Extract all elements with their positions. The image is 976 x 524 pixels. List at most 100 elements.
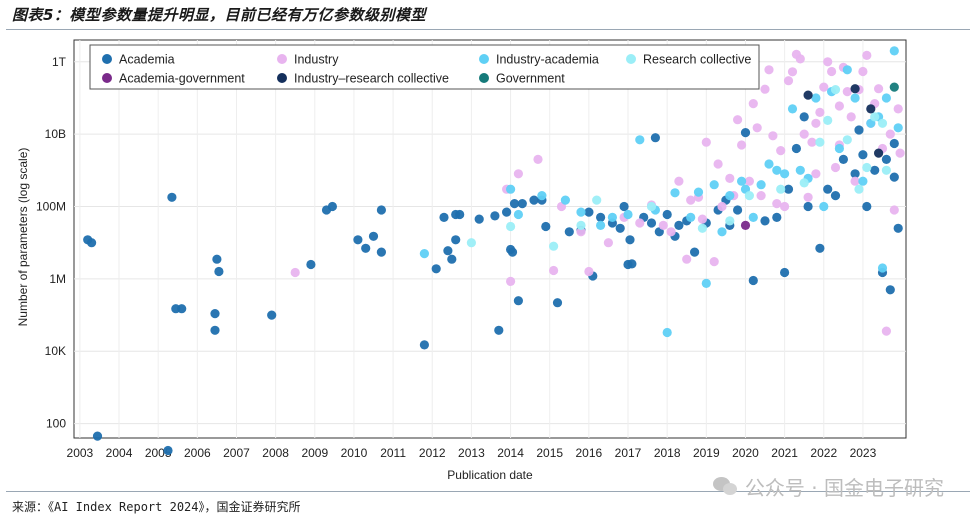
data-point	[541, 221, 551, 232]
data-point	[212, 254, 222, 264]
data-point	[177, 304, 187, 314]
data-point	[834, 143, 845, 154]
data-point	[881, 154, 892, 164]
legend-swatch	[479, 73, 489, 83]
data-point	[877, 263, 888, 273]
data-point	[803, 90, 813, 100]
data-point	[740, 128, 751, 138]
data-point	[646, 201, 657, 212]
data-point	[768, 131, 778, 141]
x-tick-label: 2003	[67, 446, 94, 460]
legend-entry: Government	[496, 72, 565, 86]
data-point	[838, 154, 849, 164]
data-point	[506, 276, 516, 286]
data-point	[834, 101, 845, 111]
data-point	[764, 159, 774, 169]
data-point	[842, 65, 852, 75]
data-point	[658, 220, 668, 230]
data-point	[92, 431, 103, 441]
data-point	[866, 104, 876, 114]
data-point	[419, 249, 429, 259]
data-point	[780, 201, 790, 212]
data-point	[870, 112, 880, 122]
data-point	[549, 265, 559, 276]
data-point	[506, 184, 516, 194]
plot-frame	[73, 39, 907, 439]
x-tick-label: 2014	[497, 446, 524, 460]
data-point	[803, 192, 813, 202]
data-point	[443, 246, 453, 256]
data-point	[376, 205, 386, 215]
data-point	[827, 66, 837, 77]
data-point	[686, 195, 696, 205]
data-point	[635, 218, 645, 228]
data-point	[717, 201, 727, 212]
data-point	[893, 123, 903, 133]
data-point	[210, 325, 220, 335]
legend-entry: Academia	[119, 53, 175, 67]
data-point	[764, 65, 774, 75]
data-point	[290, 267, 300, 278]
data-point	[306, 259, 316, 270]
data-point	[686, 212, 696, 222]
data-point	[596, 220, 606, 230]
data-point	[451, 235, 461, 245]
x-tick-label: 2019	[693, 446, 720, 460]
data-point	[517, 199, 527, 209]
data-point	[850, 84, 860, 94]
data-point	[889, 205, 899, 215]
data-point	[842, 135, 852, 145]
x-tick-label: 2007	[223, 446, 250, 460]
data-point	[783, 184, 794, 194]
data-point	[850, 176, 860, 186]
series-industry-academia	[419, 46, 903, 338]
data-point	[376, 247, 386, 257]
data-point	[811, 93, 821, 103]
x-tick-label: 2022	[810, 446, 837, 460]
data-point	[709, 180, 719, 190]
x-tick-label: 2017	[615, 446, 642, 460]
data-point	[564, 227, 574, 237]
data-point	[854, 125, 864, 135]
data-point	[474, 214, 484, 224]
data-point	[862, 50, 872, 61]
data-point	[823, 57, 833, 67]
data-point	[791, 143, 802, 154]
figure-title: 图表5：模型参数量提升明显，目前已经有万亿参数级别模型	[12, 6, 426, 24]
data-point	[576, 220, 586, 230]
data-point	[803, 201, 813, 212]
data-point	[419, 340, 429, 350]
data-point	[549, 241, 559, 251]
data-point	[674, 220, 684, 230]
data-point	[772, 165, 782, 175]
x-axis-label: Publication date	[447, 468, 533, 482]
data-point	[662, 327, 672, 338]
data-point	[893, 223, 903, 233]
data-point	[862, 201, 872, 212]
data-point	[811, 118, 821, 128]
data-point	[850, 169, 860, 179]
series-government	[889, 82, 899, 92]
data-point	[623, 209, 633, 220]
data-point	[885, 129, 895, 139]
data-point	[772, 199, 782, 209]
x-tick-label: 2015	[536, 446, 563, 460]
data-point	[858, 176, 868, 186]
data-point	[889, 82, 899, 92]
data-point	[87, 238, 97, 248]
data-point	[874, 148, 884, 158]
data-point	[889, 138, 899, 149]
data-point	[760, 216, 770, 226]
legend-entry: Industry-academia	[496, 53, 599, 67]
data-point	[737, 176, 747, 186]
x-tick-label: 2011	[380, 446, 406, 460]
data-point	[701, 137, 711, 147]
title-divider	[6, 29, 970, 30]
wechat-icon	[712, 476, 739, 497]
data-point	[830, 191, 841, 201]
data-point	[439, 212, 449, 222]
data-point	[881, 326, 892, 336]
x-tick-label: 2006	[184, 446, 211, 460]
data-point	[752, 123, 762, 133]
data-point	[502, 207, 512, 217]
